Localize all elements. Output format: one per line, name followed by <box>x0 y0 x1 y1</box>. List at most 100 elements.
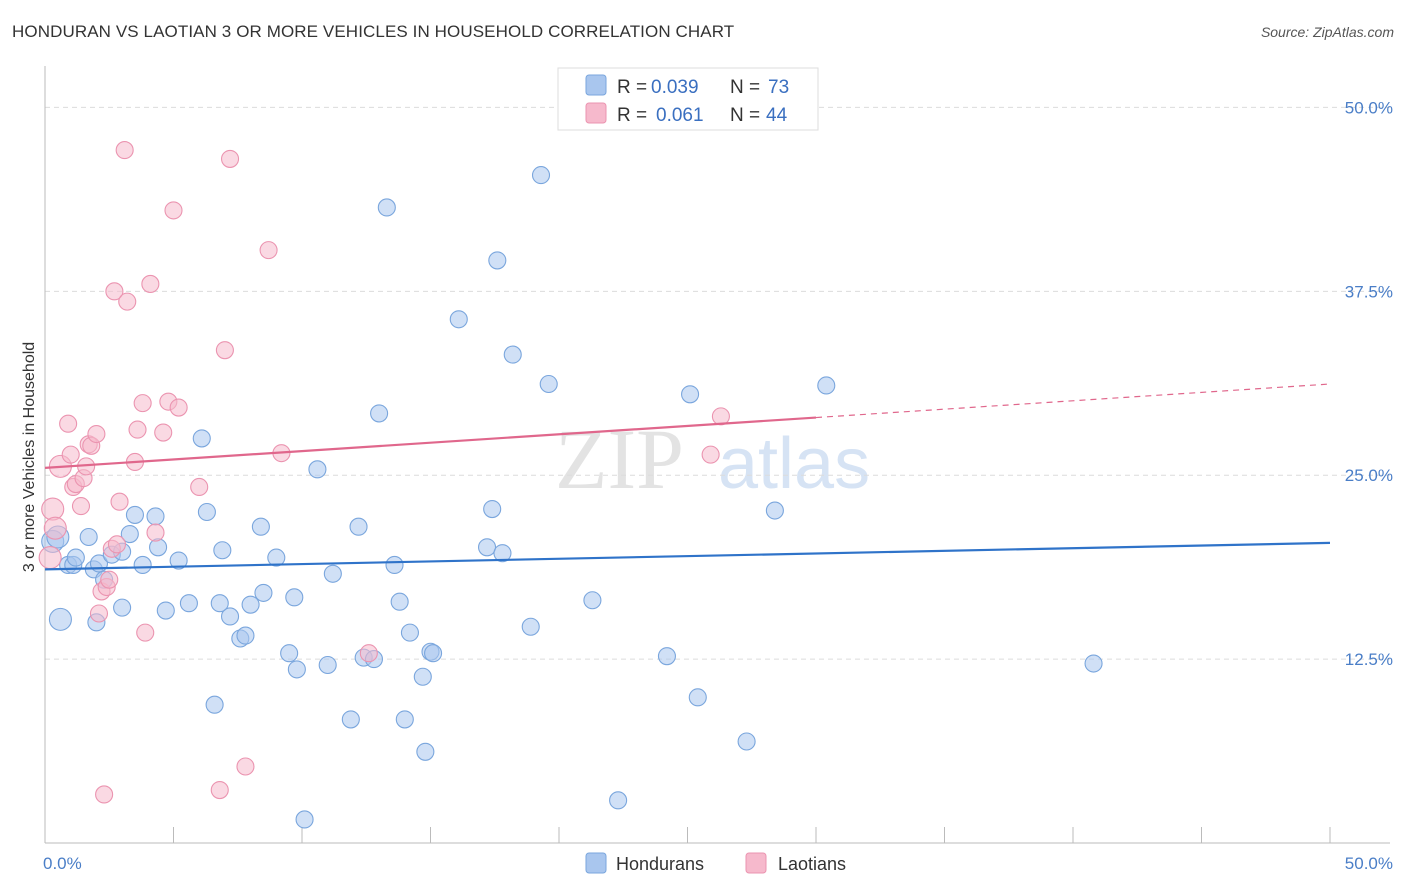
point-hondurans-29 <box>254 583 273 602</box>
point-hondurans-49 <box>416 742 435 761</box>
point-laotians-8 <box>71 497 91 516</box>
point-hondurans-2 <box>48 607 72 631</box>
point-laotians-22 <box>110 492 129 511</box>
point-hondurans-27 <box>236 626 255 645</box>
point-hondurans-14 <box>125 505 144 524</box>
trend-line-laotians <box>44 416 817 469</box>
point-hondurans-13 <box>120 525 139 544</box>
point-hondurans-52 <box>449 310 468 329</box>
legend-top: R = 0.039 N = 73 R = 0.061 N = 44 <box>557 67 819 131</box>
point-hondurans-45 <box>390 592 409 611</box>
point-laotians-35 <box>190 477 209 497</box>
point-hondurans-21 <box>192 429 211 448</box>
point-hondurans-69 <box>1084 654 1103 673</box>
y-axis-label: 3 or more Vehicles in Household <box>21 342 38 572</box>
point-hondurans-51 <box>424 644 443 663</box>
watermark-atlas: atlas <box>718 424 870 504</box>
point-laotians-16 <box>95 785 114 804</box>
trend-line-dashed-laotians <box>815 383 1331 419</box>
y-tick-label-0: 12.5% <box>1345 650 1393 669</box>
bottom-legend-swatch-hondurans <box>585 852 607 874</box>
point-hondurans-37 <box>323 564 342 583</box>
y-tick-label-1: 25.0% <box>1345 466 1393 485</box>
point-laotians-38 <box>220 149 240 168</box>
point-hondurans-15 <box>133 555 152 575</box>
point-laotians-36 <box>210 780 229 800</box>
series-laotians <box>38 141 730 804</box>
point-laotians-31 <box>154 423 173 442</box>
point-hondurans-31 <box>280 644 299 663</box>
point-hondurans-16 <box>146 507 165 526</box>
legend-n-label-hondurans: N = <box>730 77 760 98</box>
legend-r-label-hondurans: R = <box>617 77 647 98</box>
point-hondurans-60 <box>539 374 558 394</box>
point-hondurans-43 <box>377 198 396 217</box>
legend-r-label-laotians: R = <box>617 105 647 126</box>
point-hondurans-62 <box>609 791 628 810</box>
point-hondurans-39 <box>349 517 368 536</box>
point-laotians-24 <box>118 292 137 311</box>
point-laotians-20 <box>105 282 124 301</box>
point-hondurans-54 <box>483 499 502 519</box>
point-hondurans-30 <box>267 548 286 567</box>
watermark-zip: ZIP <box>555 411 684 507</box>
bottom-legend-label-laotians: Laotians <box>778 854 846 874</box>
point-hondurans-33 <box>287 660 306 679</box>
point-laotians-27 <box>133 394 152 413</box>
point-hondurans-25 <box>220 607 240 626</box>
point-hondurans-68 <box>817 376 836 395</box>
point-hondurans-58 <box>521 617 540 636</box>
point-hondurans-23 <box>205 695 224 714</box>
point-hondurans-22 <box>197 502 216 522</box>
point-hondurans-67 <box>765 501 784 520</box>
legend-n-value-laotians: 44 <box>766 105 788 126</box>
point-laotians-0 <box>38 546 62 570</box>
point-hondurans-56 <box>493 544 512 563</box>
point-laotians-26 <box>128 420 147 439</box>
point-hondurans-53 <box>477 538 497 557</box>
point-hondurans-5 <box>66 548 85 567</box>
point-laotians-39 <box>236 757 255 776</box>
x-tick-label-0: 0.0% <box>43 854 82 873</box>
point-hondurans-36 <box>318 655 337 675</box>
point-laotians-2 <box>43 516 67 540</box>
point-laotians-37 <box>215 341 234 360</box>
point-hondurans-64 <box>681 385 700 404</box>
point-laotians-23 <box>115 141 134 160</box>
source-label: Source: ZipAtlas.com <box>1260 24 1394 40</box>
point-hondurans-66 <box>737 732 756 751</box>
point-hondurans-24 <box>213 541 232 560</box>
legend-r-value-laotians: 0.061 <box>656 105 704 126</box>
point-hondurans-6 <box>79 527 98 547</box>
point-laotians-42 <box>359 644 378 663</box>
point-hondurans-63 <box>657 647 676 666</box>
point-laotians-28 <box>136 623 155 642</box>
point-laotians-1 <box>41 497 65 521</box>
legend-bottom: Hondurans Laotians <box>585 852 846 874</box>
legend-n-label-laotians: N = <box>730 105 760 126</box>
tick-labels: 12.5% 25.0% 37.5% 50.0% 0.0% 50.0% <box>43 98 1393 873</box>
point-hondurans-72 <box>241 595 260 614</box>
point-laotians-33 <box>164 201 183 220</box>
chart-title: HONDURAN VS LAOTIAN 3 OR MORE VEHICLES I… <box>12 22 735 41</box>
point-hondurans-44 <box>385 555 404 575</box>
point-hondurans-17 <box>149 538 168 557</box>
point-laotians-44 <box>711 407 730 426</box>
point-hondurans-57 <box>503 345 522 364</box>
point-hondurans-70 <box>210 594 229 613</box>
point-hondurans-71 <box>113 598 132 617</box>
point-laotians-18 <box>100 570 119 589</box>
y-tick-label-2: 37.5% <box>1345 282 1393 301</box>
point-laotians-30 <box>146 523 165 542</box>
point-hondurans-32 <box>285 588 304 607</box>
bottom-legend-swatch-laotians <box>745 852 767 874</box>
point-hondurans-19 <box>169 551 188 570</box>
data-points <box>38 141 1103 829</box>
point-hondurans-59 <box>531 166 551 185</box>
point-hondurans-34 <box>295 810 314 829</box>
point-laotians-21 <box>107 535 127 554</box>
point-laotians-5 <box>61 445 80 464</box>
bottom-legend-label-hondurans: Hondurans <box>616 854 704 874</box>
point-laotians-4 <box>59 414 78 433</box>
